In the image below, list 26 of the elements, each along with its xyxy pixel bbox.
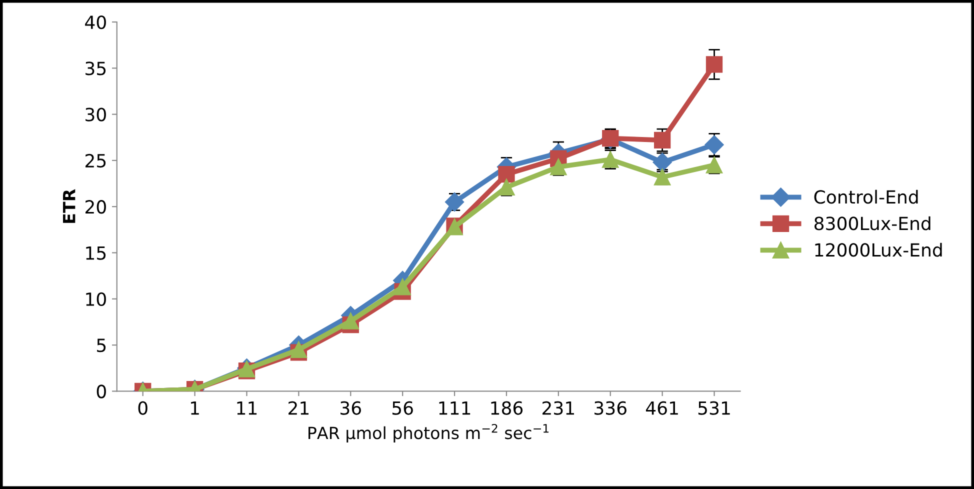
- x-tick-label: 336: [594, 401, 626, 415]
- y-tick-label: 20: [86, 200, 106, 214]
- x-tick-label: 461: [646, 401, 678, 415]
- y-tick-label: 10: [86, 292, 106, 306]
- x-tick-label: 56: [392, 401, 413, 415]
- x-tick-label: 0: [138, 401, 148, 415]
- x-tick-label: 21: [288, 401, 309, 415]
- x-tick-label: 1: [191, 401, 199, 415]
- x-tick-label: 186: [491, 401, 523, 415]
- x-tick-label: 36: [340, 401, 361, 415]
- x-tick-label: 11: [237, 401, 257, 415]
- y-axis-title: ETR: [63, 189, 76, 223]
- legend-label: 12000Lux-End: [815, 242, 942, 257]
- y-tick-label: 30: [86, 108, 106, 122]
- y-tick-label: 5: [97, 338, 106, 352]
- y-tick-label: 15: [86, 246, 106, 260]
- legend-label: 8300Lux-End: [814, 216, 930, 230]
- legend-label: Control-End: [814, 190, 918, 204]
- x-tick-label: 231: [542, 401, 574, 415]
- x-tick-label: 531: [698, 401, 730, 415]
- y-tick-label: 0: [96, 384, 106, 398]
- x-axis-title: PAR μmol photons m$^{−2}$ sec$^{−1}$: [308, 424, 549, 442]
- x-tick-label: 111: [439, 401, 470, 415]
- y-tick-label: 35: [86, 62, 106, 76]
- y-tick-label: 40: [85, 15, 106, 30]
- y-tick-label: 25: [86, 154, 106, 168]
